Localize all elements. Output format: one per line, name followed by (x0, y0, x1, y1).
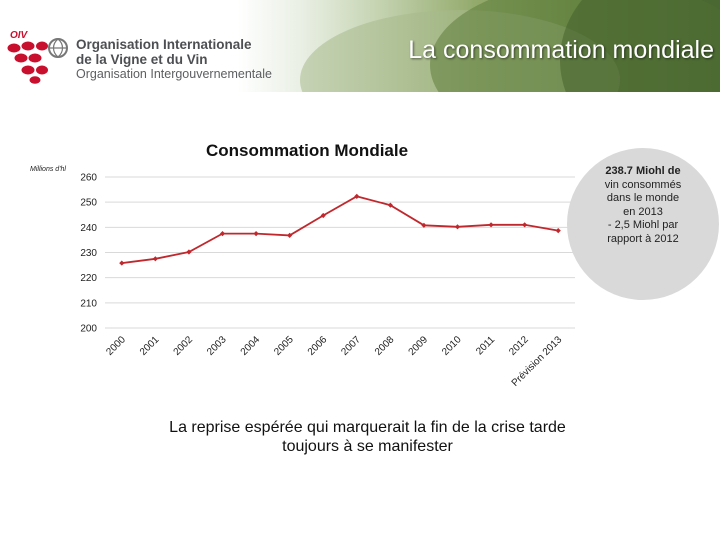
y-tick-label: 220 (80, 273, 97, 284)
y-tick-label: 240 (80, 223, 97, 234)
x-tick-label: 2008 (373, 334, 397, 358)
x-tick-label: 2012 (507, 334, 531, 358)
vineyard-foliage (560, 0, 720, 92)
data-point (354, 193, 360, 199)
consumption-line-chart: Consommation Mondiale Millions d'hl 2002… (30, 141, 575, 389)
y-tick-label: 210 (80, 298, 97, 309)
grape-cluster-icon (7, 41, 48, 84)
x-tick-label: 2011 (474, 334, 497, 357)
slide-caption: La reprise espérée qui marquerait la fin… (100, 418, 635, 456)
x-tick-label: 2003 (205, 334, 229, 358)
oiv-logo: OIV (7, 30, 68, 84)
series-line-consommation (121, 195, 559, 264)
data-point (320, 212, 326, 219)
logo-text: OIV (10, 30, 29, 41)
callout-highlight: 238.7 Miohl de (605, 165, 681, 177)
callout-line: - 2,5 Miohl par (607, 219, 679, 231)
org-name-line1: Organisation Internationale (76, 37, 252, 52)
y-tick-label: 260 (80, 173, 97, 184)
data-point (119, 260, 125, 266)
caption-line1: La reprise espérée qui marquerait la fin… (169, 419, 566, 436)
y-tick-label: 200 (80, 324, 97, 335)
data-point (421, 222, 427, 228)
x-tick-label: 2005 (272, 334, 296, 358)
x-tick-label: 2009 (407, 334, 431, 358)
x-tick-label: 2002 (172, 334, 196, 358)
org-name: Organisation Internationale de la Vigne … (76, 37, 252, 67)
data-point (454, 224, 461, 230)
data-point (287, 232, 293, 238)
data-point (219, 231, 226, 237)
y-axis-label: Millions d'hl (30, 166, 66, 173)
y-tick-label: 230 (80, 248, 97, 259)
callout-line: rapport à 2012 (607, 232, 679, 245)
data-point (186, 249, 192, 255)
header-banner: OIV Organisation Internationale de la Vi… (0, 0, 720, 92)
slide-title: La consommation mondiale (408, 36, 714, 64)
callout-bubble: 238.7 Miohl de vin consommés dans le mon… (567, 148, 719, 300)
data-point (555, 228, 561, 234)
callout-text: 238.7 Miohl de vin consommés dans le mon… (593, 165, 693, 246)
globe-meridian (49, 38, 67, 58)
chart-title: Consommation Mondiale (206, 141, 408, 160)
callout-line: vin consommés (604, 178, 682, 191)
org-subtitle: Organisation Intergouvernementale (76, 67, 272, 81)
data-point (488, 222, 494, 228)
data-point (387, 202, 393, 208)
x-tick-label: 2000 (104, 334, 128, 358)
x-tick-label: 2006 (306, 334, 330, 358)
x-tick-label: 2001 (138, 334, 162, 358)
y-tick-label: 250 (80, 198, 97, 209)
callout-line: dans le monde (606, 192, 680, 204)
data-point (152, 256, 158, 262)
data-point (522, 222, 528, 228)
x-tick-label: 2010 (440, 334, 464, 358)
x-tick-label: 2004 (239, 334, 263, 358)
callout-line: en 2013 (623, 205, 663, 218)
org-name-line2: de la Vigne et du Vin (76, 52, 208, 67)
data-point (253, 231, 259, 237)
x-tick-label: 2007 (339, 334, 363, 358)
caption-line2: toujours à se manifester (282, 438, 453, 455)
